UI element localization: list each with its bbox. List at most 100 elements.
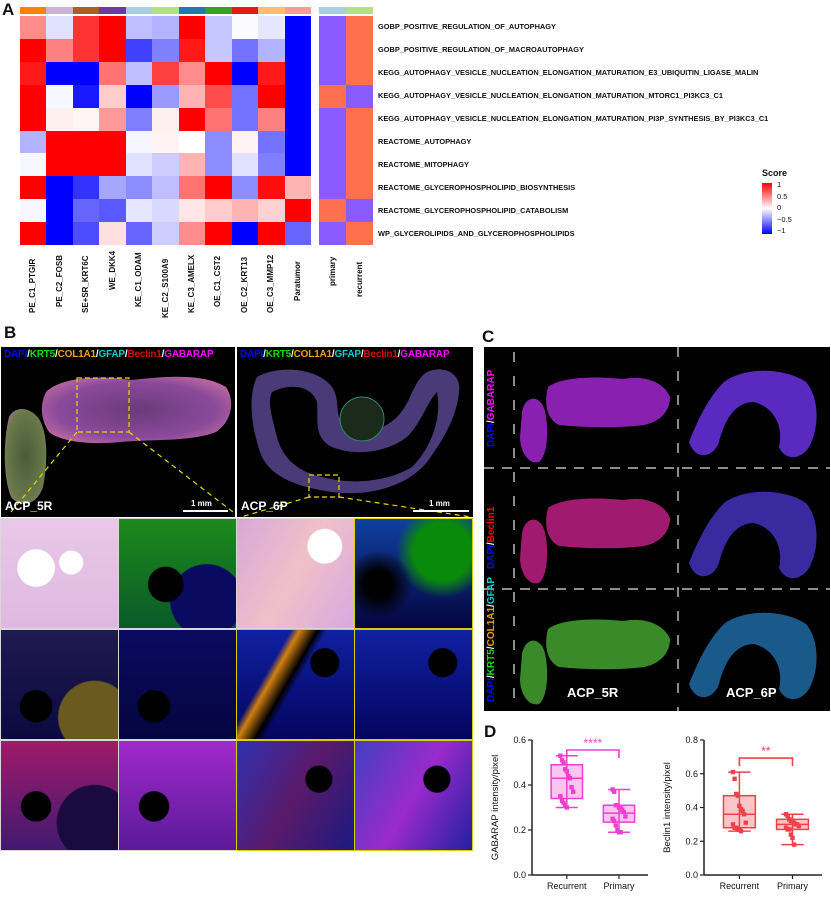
tissue-section-5r xyxy=(4,376,234,513)
heatmap-row-label: KEGG_AUTOPHAGY_VESICLE_NUCLEATION_ELONGA… xyxy=(378,91,723,101)
data-point xyxy=(785,813,790,819)
heatmap-cell xyxy=(258,199,286,223)
heatmap-cell xyxy=(205,38,233,63)
heatmap-cell xyxy=(72,130,100,154)
heatmap-cell xyxy=(99,38,127,63)
heatmap-cell xyxy=(125,84,153,109)
data-point xyxy=(558,753,563,758)
heatmap-cell xyxy=(178,199,206,223)
data-point xyxy=(613,823,618,828)
side-heatmap-cell xyxy=(319,176,346,200)
stain-channel-label: Beclin1 xyxy=(127,349,162,360)
heatmap-cell xyxy=(178,84,206,109)
y-tick-label: 0.6 xyxy=(513,735,526,745)
heatmap-cell xyxy=(258,16,286,40)
side-heatmap-cell xyxy=(346,222,373,246)
heatmap-cell xyxy=(99,176,127,200)
heatmap-cell xyxy=(125,153,153,177)
scale-label: 1 mm xyxy=(191,499,212,508)
significance-bracket xyxy=(566,749,620,758)
data-point xyxy=(615,827,620,833)
heatmap-cell xyxy=(20,84,47,109)
heatmap-cell xyxy=(258,153,286,177)
data-point xyxy=(623,814,628,819)
column-annotation xyxy=(99,7,126,14)
heatmap-cell xyxy=(125,222,153,246)
heatmap-cell xyxy=(231,107,259,131)
heatmap-cell xyxy=(125,176,153,200)
heatmap-cell xyxy=(152,61,180,86)
legend-colorbar xyxy=(762,183,772,234)
heatmap-column-label: PE_C2_FOSB xyxy=(54,254,64,307)
column-annotation xyxy=(258,7,285,14)
gabarap-boxplot: 0.0 0.2 0.4 0.6 GABARAP intensity/pixel Recur… xyxy=(490,735,648,891)
legend-tick: −1 xyxy=(777,226,786,235)
heatmap-column-label: PE_C1_PTGIR xyxy=(28,258,38,313)
heatmap-cell xyxy=(178,107,206,131)
data-point xyxy=(730,822,736,827)
heatmap-row-label: KEGG_AUTOPHAGY_VESICLE_NUCLEATION_ELONGA… xyxy=(378,68,759,78)
heatmap-cell xyxy=(152,153,180,177)
data-point xyxy=(561,800,566,806)
significance-stars: ** xyxy=(761,744,771,758)
zoomed-tile-image xyxy=(118,518,237,629)
data-point xyxy=(569,785,574,790)
heatmap-cell xyxy=(205,199,233,223)
stain-legend-b-right: DAPI/KRT5/COL1A1/GFAP/Beclin1/GABARAP xyxy=(240,349,450,360)
side-annotation xyxy=(346,7,373,14)
heatmap-cell xyxy=(205,16,233,40)
heatmap-cell xyxy=(152,199,180,223)
heatmap-cell xyxy=(125,38,153,63)
heatmap-cell xyxy=(258,38,286,63)
data-point xyxy=(735,793,740,798)
tissue-small-5r xyxy=(520,640,548,705)
side-heatmap-cell xyxy=(319,107,346,131)
heatmap-cell xyxy=(284,222,312,246)
stain-channel-label: GABARAP xyxy=(486,369,497,421)
stain-channel-label: / xyxy=(291,349,294,360)
side-heatmap-cell xyxy=(346,38,373,63)
side-heatmap-cell xyxy=(319,153,346,177)
stain-channel-label: / xyxy=(486,675,497,679)
tissue-6p xyxy=(689,612,817,700)
heatmap-cell xyxy=(205,153,233,177)
tissue-6p xyxy=(689,491,817,579)
data-point xyxy=(615,803,620,808)
overview-image-acp-6p: DAPI/KRT5/COL1A1/GFAP/Beclin1/GABARAP AC… xyxy=(237,347,473,517)
panel-label-b: B xyxy=(4,323,17,342)
heatmap-cell xyxy=(178,222,206,246)
heatmap-cell xyxy=(205,61,233,86)
side-annotation xyxy=(319,7,346,14)
legend-tick: 1 xyxy=(777,180,782,189)
heatmap-column-label: SE+SR_KRT6C xyxy=(81,255,91,313)
stain-channel-label: / xyxy=(263,349,266,360)
x-tick-label: Primary xyxy=(777,881,808,891)
data-point xyxy=(571,789,576,794)
panel-label-a: A xyxy=(2,0,15,19)
box-primary xyxy=(602,787,636,835)
heatmap-cell xyxy=(152,176,180,200)
data-point xyxy=(559,798,565,803)
stain-channel-label: DAPI xyxy=(486,423,497,447)
stain-channel-label: / xyxy=(486,646,497,650)
data-point xyxy=(791,842,797,847)
column-annotation xyxy=(125,7,153,14)
column-annotation xyxy=(20,7,47,14)
heatmap-cell xyxy=(205,222,233,246)
heatmap-cell xyxy=(125,199,153,223)
heatmap-cell xyxy=(258,130,286,154)
zoomed-tile-image xyxy=(354,629,473,740)
data-point xyxy=(563,767,568,772)
heatmap-cell xyxy=(72,38,100,63)
heatmap-cell xyxy=(284,153,312,177)
stain-channel-label: GABARAP xyxy=(164,349,214,360)
stain-channel-label: GFAP xyxy=(334,349,361,360)
data-point xyxy=(559,758,565,763)
heatmap-cell xyxy=(231,176,259,200)
stain-channel-label: / xyxy=(331,349,335,360)
stain-channel-label: KRT5 xyxy=(265,349,292,360)
heatmap-row-label: WP_GLYCEROLIPIDS_AND_GLYCEROPHOSPHOLIPID… xyxy=(378,228,575,238)
heatmap-cell xyxy=(46,16,74,40)
legend-tick: −0.5 xyxy=(777,215,792,224)
x-tick-label: Primary xyxy=(604,881,635,891)
